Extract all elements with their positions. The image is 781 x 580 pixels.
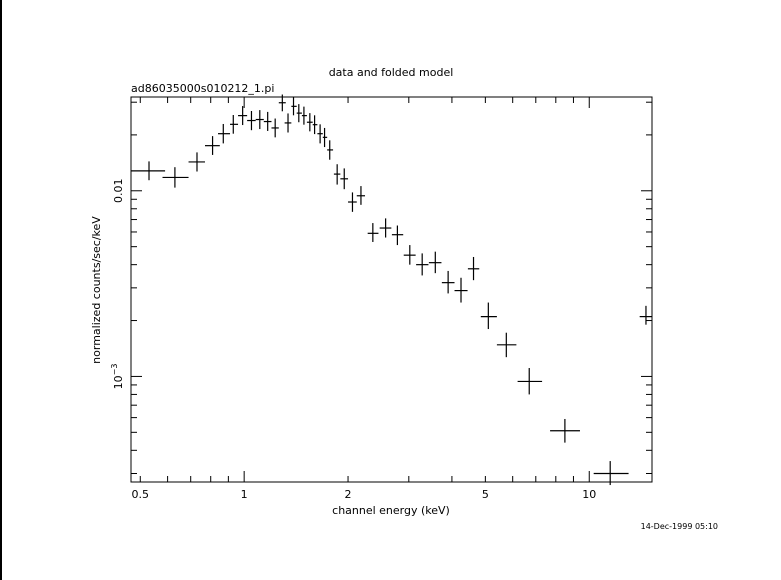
x-tick-label: 2 <box>345 488 352 501</box>
data-point <box>188 152 205 172</box>
data-point <box>278 94 286 112</box>
window-edge <box>0 0 2 580</box>
data-point <box>317 124 323 144</box>
data-point <box>367 223 379 242</box>
data-point <box>441 270 455 294</box>
plot-frame <box>130 96 653 483</box>
data-point <box>403 245 416 265</box>
data-point <box>550 418 580 443</box>
data-point <box>306 113 313 132</box>
data-point <box>271 118 279 138</box>
data-point <box>340 168 349 190</box>
data-point <box>454 277 468 303</box>
data-point <box>263 111 272 131</box>
data-point <box>327 140 334 160</box>
data-point <box>639 305 652 325</box>
x-axis-label: channel energy (keV) <box>332 504 450 517</box>
data-point <box>247 110 256 131</box>
x-tick-label: 5 <box>482 488 489 501</box>
data-point <box>333 164 341 185</box>
axis-tick-labels: 0.5 1 2 5 10 0.01 10−3 <box>110 179 596 501</box>
data-point <box>312 115 318 135</box>
data-point <box>348 192 357 212</box>
y-axis-label: normalized counts/sec/keV <box>90 216 103 364</box>
data-point <box>322 127 328 148</box>
data-point <box>416 253 429 276</box>
data-point <box>301 106 307 125</box>
data-point <box>131 161 166 181</box>
data-point <box>218 123 231 144</box>
data-points <box>131 94 652 486</box>
data-point <box>162 167 189 188</box>
data-point <box>296 104 302 123</box>
data-point <box>230 114 239 134</box>
data-point <box>496 332 517 358</box>
y-tick-label: 10−3 <box>110 364 125 390</box>
data-point <box>593 461 629 486</box>
data-point <box>480 302 497 330</box>
data-point <box>255 110 264 130</box>
data-point <box>379 218 392 238</box>
x-tick-label: 0.5 <box>132 488 150 501</box>
data-point <box>238 106 248 126</box>
data-point <box>391 225 404 246</box>
y-tick-label: 0.01 <box>112 179 125 204</box>
data-point <box>428 251 442 274</box>
chart-title: data and folded model <box>329 66 454 79</box>
chart-subtitle: ad86035000s010212_1.pi <box>131 82 274 95</box>
data-point <box>467 256 480 281</box>
data-point <box>204 136 220 155</box>
x-tick-label: 1 <box>241 488 248 501</box>
timestamp: 14-Dec-1999 05:10 <box>641 522 718 531</box>
x-tick-label: 10 <box>582 488 596 501</box>
data-point <box>517 368 543 395</box>
data-point <box>284 113 292 133</box>
axis-ticks <box>131 97 652 482</box>
data-point <box>291 97 297 116</box>
data-point <box>356 186 366 205</box>
